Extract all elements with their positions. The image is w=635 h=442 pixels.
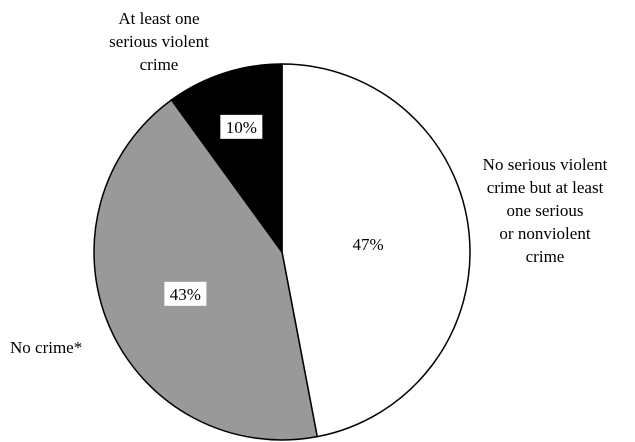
slice-value-box-1 [164, 281, 207, 306]
slice-category-label-line: crime but at least [487, 178, 604, 197]
slice-category-label-line: one serious [507, 201, 584, 220]
pie-labels: 47% No serious violent crime but at least o… [10, 9, 608, 357]
slice-category-label-line: crime [526, 247, 565, 266]
pie-slice-2 [170, 63, 283, 255]
slice-category-label-2: At least one serious violent crime [109, 9, 209, 74]
pie-slices [93, 63, 471, 441]
slice-category-label-1: No crime* [10, 338, 82, 357]
slice-category-label-line: At least one [118, 9, 199, 28]
slice-value-box-2 [220, 114, 263, 139]
slice-category-label-0: No serious violent crime but at least one … [483, 155, 608, 266]
pie-slice-1 [93, 98, 319, 441]
slice-category-label-line: crime [140, 55, 179, 74]
slice-value-label-0: 47% [353, 235, 384, 254]
pie-slice-0 [281, 63, 471, 438]
slice-value-label-2: 10% [226, 118, 257, 137]
slice-category-label-line: serious violent [109, 32, 209, 51]
slice-category-label-line: No serious violent [483, 155, 608, 174]
slice-value-label-1: 43% [170, 285, 201, 304]
slice-category-label-line: No crime* [10, 338, 82, 357]
slice-category-label-line: or nonviolent [499, 224, 590, 243]
